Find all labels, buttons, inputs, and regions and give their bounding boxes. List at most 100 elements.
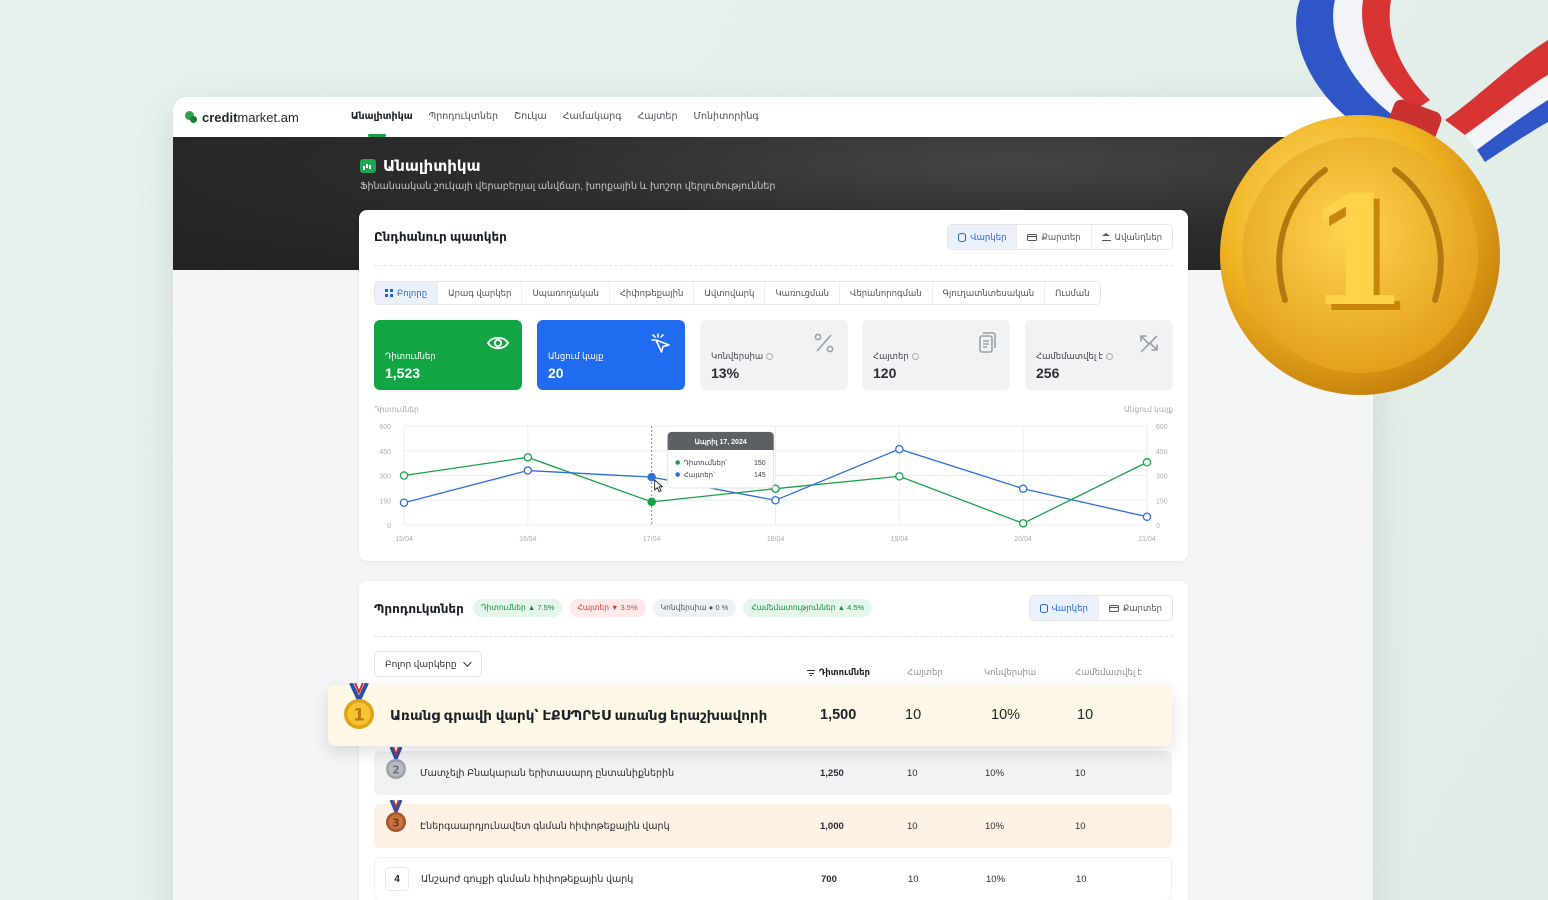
products-segment: Վարկեր Քարտեր [1028,595,1173,621]
segment-deposits[interactable]: Ավանդներ [1091,225,1172,249]
chip-conversion-change: Կոնվերսիա ● 0 % [652,599,737,617]
row-product-name: Անշարժ գույքի գնման հիփոթեքային վարկ [421,873,634,885]
percent-icon [814,333,834,353]
x-tick-label: 17/04 [643,536,661,543]
nav-item-market[interactable]: Շուկա [514,111,547,122]
dropdown-value: Բոլոր վարկերը [385,658,457,669]
row-views: 1,250 [820,767,844,779]
bank-icon [1101,233,1111,241]
stat-compared[interactable]: Համեմատվել է 256 [1025,320,1173,390]
chip-comparisons-change: Համեմատություններ ▲ 4.5% [743,599,873,617]
nav-item-system[interactable]: Համակարգ [562,111,622,122]
nav-item-analytics[interactable]: Անալիտիկա [351,97,413,137]
filter-all[interactable]: Բոլորը [375,282,439,304]
divider [374,265,1173,266]
header-compared[interactable]: Համեմատվել է [1075,667,1142,677]
filter-education[interactable]: Ուսման [1045,282,1100,304]
top-ranked-row[interactable]: 1 Առանց գրավի վարկ՝ ԷՔՍՊՐԵՍ առանց երաշխա… [328,683,1172,746]
table-row[interactable]: 2 Մատչելի Բնակարան երիտասարդ ընտանիքների… [374,747,1172,795]
tooltip-label: Դիտումներ՝ [684,459,728,467]
info-icon[interactable] [766,353,774,360]
loan-type-filters: Բոլորը Արագ վարկեր Սպառողական Հիփոթեքայի… [374,281,1101,305]
stat-conversion-label-text: Կոնվերսիա [711,351,764,361]
segment-cards[interactable]: Քարտեր [1098,596,1172,620]
segment-loans[interactable]: Վարկեր [948,225,1018,249]
data-point [895,472,904,481]
logo-mark-icon [185,111,199,123]
logo[interactable]: credit market.am [185,110,299,125]
row-conversion: 10% [985,820,1005,832]
stat-conversion-value: 13% [711,365,740,381]
stat-applications[interactable]: Հայտեր 120 [862,320,1010,390]
nav-item-products[interactable]: Պրոդուկտներ [428,111,499,122]
segment-cards[interactable]: Քարտեր [1017,225,1092,249]
filter-renovation[interactable]: Վերանորոգման [839,282,933,304]
credit-card-icon [1027,233,1038,241]
overview-card: Ընդհանուր պատկեր Վարկեր Քարտեր Ավանդներ … [359,210,1188,561]
y-tick-label-right: 150 [1156,498,1168,505]
silver-medal-icon: 2 [386,747,406,779]
logo-text-bold: credit [202,109,238,125]
browser-window: credit market.am Անալիտիկա Պրոդուկտներ Շո… [173,97,1373,900]
document-icon [979,332,996,353]
stat-clicks-value: 20 [548,365,564,381]
x-tick-label: 18/04 [767,536,785,543]
segment-cards-label: Քարտեր [1041,232,1081,242]
data-point [523,453,533,462]
database-icon [1039,603,1048,613]
data-point [771,496,780,505]
data-point [647,497,656,507]
compare-icon [1140,335,1158,353]
filter-all-label: Բոլորը [397,288,428,298]
filter-auto[interactable]: Ավտովարկ [694,282,766,304]
row-conversion: 10% [991,707,1021,723]
y-tick-label-left: 600 [379,424,391,431]
x-tick-label: 16/04 [519,536,537,543]
nav-item-monitoring[interactable]: Մոնիտորինգ [693,111,759,122]
segment-loans-label: Վարկեր [970,232,1007,242]
eye-icon [486,336,510,350]
filter-agriculture[interactable]: Գյուղատնտեսական [932,282,1046,304]
products-kpi-chips: Դիտումներ ▲ 7.5% Հայտեր ▼ 3.5% Կոնվերսիա… [473,599,873,617]
row-applications: 10 [907,820,918,832]
table-row[interactable]: 3 Էներգաարդյունավետ գնման հիփոթեքային վա… [374,800,1172,848]
info-icon[interactable] [1105,353,1113,360]
filter-construction[interactable]: Կառուցման [765,282,840,304]
logo-text-rest: market.am [237,109,299,125]
header-views[interactable]: Դիտումներ [807,667,870,678]
stat-clicks[interactable]: Անցում կայք 20 [537,320,685,390]
row-compared: 10 [1075,820,1086,832]
tooltip-label: Հայտեր՝ [684,471,715,479]
chart-svg[interactable]: 600 450 300 150 0 600 450 300 150 0 15/04 16/04 17/0… [359,400,1188,550]
filter-mortgage[interactable]: Հիփոթեքային [609,282,695,304]
y-tick-label-left: 300 [379,474,391,481]
table-row[interactable]: 4 Անշարժ գույքի գնման հիփոթեքային վարկ 7… [374,857,1172,900]
segment-loans[interactable]: Վարկեր [1029,596,1099,620]
overview-title: Ընդհանուր պատկեր [374,230,507,244]
stat-compared-value: 256 [1036,365,1060,381]
stat-applications-label: Հայտեր [873,351,919,362]
svg-text:3: 3 [392,817,400,830]
stat-views[interactable]: Դիտումներ 1,523 [374,320,522,390]
row-applications: 10 [905,707,922,723]
stat-applications-value: 120 [873,365,897,381]
row-applications: 10 [908,873,919,885]
header-applications[interactable]: Հայտեր [907,667,943,677]
top-navbar: credit market.am Անալիտիկա Պրոդուկտներ Շո… [173,97,1373,137]
info-icon[interactable] [911,353,919,360]
stat-conversion[interactable]: Կոնվերսիա 13% [700,320,848,390]
products-title: Պրոդուկտներ [374,602,464,616]
page-subtitle: Ֆինանսական շուկայի վերաբերյալ անվճար, խո… [360,181,776,192]
x-tick-label: 20/04 [1014,536,1032,543]
loan-type-dropdown[interactable]: Բոլոր վարկերը [374,651,482,677]
filter-quick[interactable]: Արագ վարկեր [438,282,523,304]
tooltip-header [667,432,774,450]
rank-number: 4 [385,867,409,891]
header-conversion[interactable]: Կոնվերսիա [984,667,1037,677]
data-point [399,498,409,507]
x-tick-label: 15/04 [395,536,413,543]
stat-applications-label-text: Հայտեր [873,351,909,361]
nav-item-applications[interactable]: Հայտեր [637,111,678,122]
page-title-text: Անալիտիկա [383,158,481,175]
filter-consumer[interactable]: Սպառողական [522,282,610,304]
